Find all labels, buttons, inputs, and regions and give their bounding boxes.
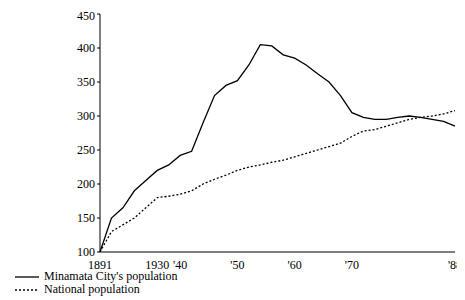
svg-text:'40: '40 [173, 258, 187, 270]
svg-text:400: 400 [77, 41, 95, 55]
svg-text:'60: '60 [288, 258, 302, 270]
svg-text:300: 300 [77, 109, 95, 123]
svg-text:'88: '88 [448, 258, 457, 270]
svg-text:'70: '70 [345, 258, 359, 270]
svg-text:450: 450 [77, 9, 95, 23]
svg-text:1930: 1930 [145, 258, 169, 270]
svg-text:250: 250 [77, 143, 95, 157]
svg-text:1891: 1891 [88, 258, 112, 270]
svg-text:'50: '50 [230, 258, 244, 270]
svg-text:200: 200 [77, 177, 95, 191]
html-text:National population: National population [44, 282, 140, 296]
svg-text:150: 150 [77, 211, 95, 225]
html-text:Minamata City's population: Minamata City's population [44, 269, 178, 283]
svg-text:350: 350 [77, 75, 95, 89]
svg-text:100: 100 [77, 245, 95, 259]
